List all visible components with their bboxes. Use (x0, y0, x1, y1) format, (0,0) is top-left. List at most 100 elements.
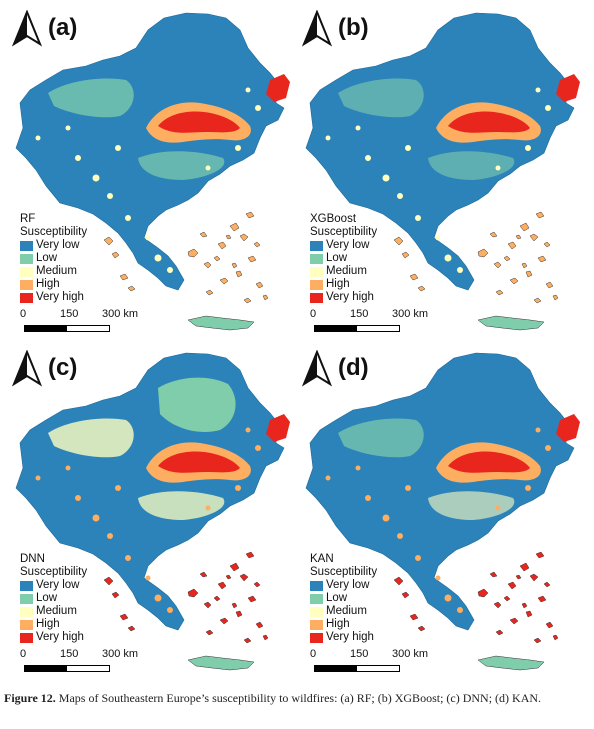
legend-item: Low (20, 592, 87, 605)
legend-label: High (36, 278, 60, 290)
north-arrow-icon (301, 10, 333, 47)
legend-swatch (310, 580, 323, 591)
scale-bar-graphic (314, 325, 400, 332)
legend-swatch (20, 580, 33, 591)
legend-item: High (310, 618, 377, 631)
legend-item: High (310, 278, 377, 291)
legend-label: Very low (326, 579, 370, 591)
scale-tick: 150 (60, 648, 79, 660)
legend: KAN Susceptibility Very low Low Medium H… (310, 553, 377, 644)
legend-label: Medium (326, 265, 367, 277)
legend-title: Susceptibility (20, 566, 88, 578)
legend-swatch (310, 632, 323, 643)
north-arrow-icon (11, 350, 43, 387)
legend-swatch (310, 292, 323, 303)
legend-label: Very high (326, 631, 374, 643)
map-panel-a: (a) RF Susceptibility Very low Low Mediu… (8, 8, 298, 338)
legend-item: Medium (20, 265, 87, 278)
legend-item: Very low (310, 579, 377, 592)
legend-swatch (310, 279, 323, 290)
panel-label: (b) (338, 14, 369, 41)
scale-bar: 0 150 300 km (310, 308, 430, 336)
scale-tick: 300 km (102, 648, 139, 660)
scale-tick: 150 (350, 308, 369, 320)
scale-bar: 0 150 300 km (20, 308, 140, 336)
legend-item: Very high (310, 631, 377, 644)
legend-swatch (310, 619, 323, 630)
legend-item: Medium (20, 605, 87, 618)
north-arrow-icon (301, 350, 333, 387)
panel-label: (c) (48, 354, 78, 381)
legend-swatch (20, 292, 33, 303)
legend-item: High (20, 618, 87, 631)
scale-tick: 150 (60, 308, 79, 320)
scale-tick: 150 (350, 648, 369, 660)
legend-swatch (310, 253, 323, 264)
legend: XGBoost Susceptibility Very low Low Medi… (310, 213, 377, 304)
legend-item: Very low (310, 239, 377, 252)
legend-label: Low (326, 592, 348, 604)
legend-label: High (36, 618, 60, 630)
legend-item: Low (310, 592, 377, 605)
scale-tick: 300 km (392, 308, 429, 320)
legend-item: High (20, 278, 87, 291)
legend-label: Low (36, 252, 58, 264)
scale-tick: 300 km (102, 308, 139, 320)
legend-label: High (326, 618, 350, 630)
legend-swatch (20, 593, 33, 604)
legend-item: Very low (20, 239, 87, 252)
scale-tick: 0 (310, 308, 317, 320)
legend-item: Low (310, 252, 377, 265)
caption-label: Figure 12. (4, 691, 56, 705)
map-panel-c: (c) DNN Susceptibility Very low Low Medi… (8, 348, 298, 678)
legend-label: Very low (36, 579, 80, 591)
legend-label: Very high (36, 631, 84, 643)
scale-bar: 0 150 300 km (20, 648, 140, 676)
panel-label: (a) (48, 14, 78, 41)
legend-label: Low (36, 592, 58, 604)
legend-label: Low (326, 252, 348, 264)
legend-swatch (20, 240, 33, 251)
legend-swatch (310, 593, 323, 604)
legend-swatch (20, 619, 33, 630)
legend-item: Low (20, 252, 87, 265)
scale-tick: 0 (20, 648, 27, 660)
legend-swatch (20, 606, 33, 617)
legend-swatch (310, 266, 323, 277)
model-name: XGBoost (310, 213, 357, 225)
legend-item: Very high (20, 631, 87, 644)
legend-swatch (310, 240, 323, 251)
panel-label: (d) (338, 354, 369, 381)
scale-bar-graphic (24, 325, 110, 332)
legend-label: Very high (326, 291, 374, 303)
legend-item: Very high (20, 291, 87, 304)
legend-label: Very low (36, 239, 80, 251)
scale-tick: 300 km (392, 648, 429, 660)
legend-title: Susceptibility (20, 226, 88, 238)
scale-tick: 0 (310, 648, 317, 660)
legend-swatch (20, 266, 33, 277)
legend-title: Susceptibility (310, 226, 378, 238)
legend: RF Susceptibility Very low Low Medium Hi… (20, 213, 87, 304)
legend-label: Medium (326, 605, 367, 617)
legend-label: Very high (36, 291, 84, 303)
legend: DNN Susceptibility Very low Low Medium H… (20, 553, 87, 644)
scale-tick: 0 (20, 308, 27, 320)
scale-bar-graphic (24, 665, 110, 672)
figure-caption: Figure 12. Maps of Southeastern Europe’s… (4, 690, 590, 707)
map-panel-d: (d) KAN Susceptibility Very low Low Medi… (298, 348, 588, 678)
scale-bar-graphic (314, 665, 400, 672)
scale-bar: 0 150 300 km (310, 648, 430, 676)
legend-swatch (20, 279, 33, 290)
legend-label: High (326, 278, 350, 290)
legend-title: Susceptibility (310, 566, 378, 578)
caption-text: Maps of Southeastern Europe’s susceptibi… (58, 691, 542, 705)
legend-label: Medium (36, 605, 77, 617)
model-name: KAN (310, 553, 334, 565)
map-panel-b: (b) XGBoost Susceptibility Very low Low … (298, 8, 588, 338)
legend-item: Medium (310, 605, 377, 618)
north-arrow-icon (11, 10, 43, 47)
legend-item: Medium (310, 265, 377, 278)
model-name: RF (20, 213, 36, 225)
model-name: DNN (20, 553, 45, 565)
